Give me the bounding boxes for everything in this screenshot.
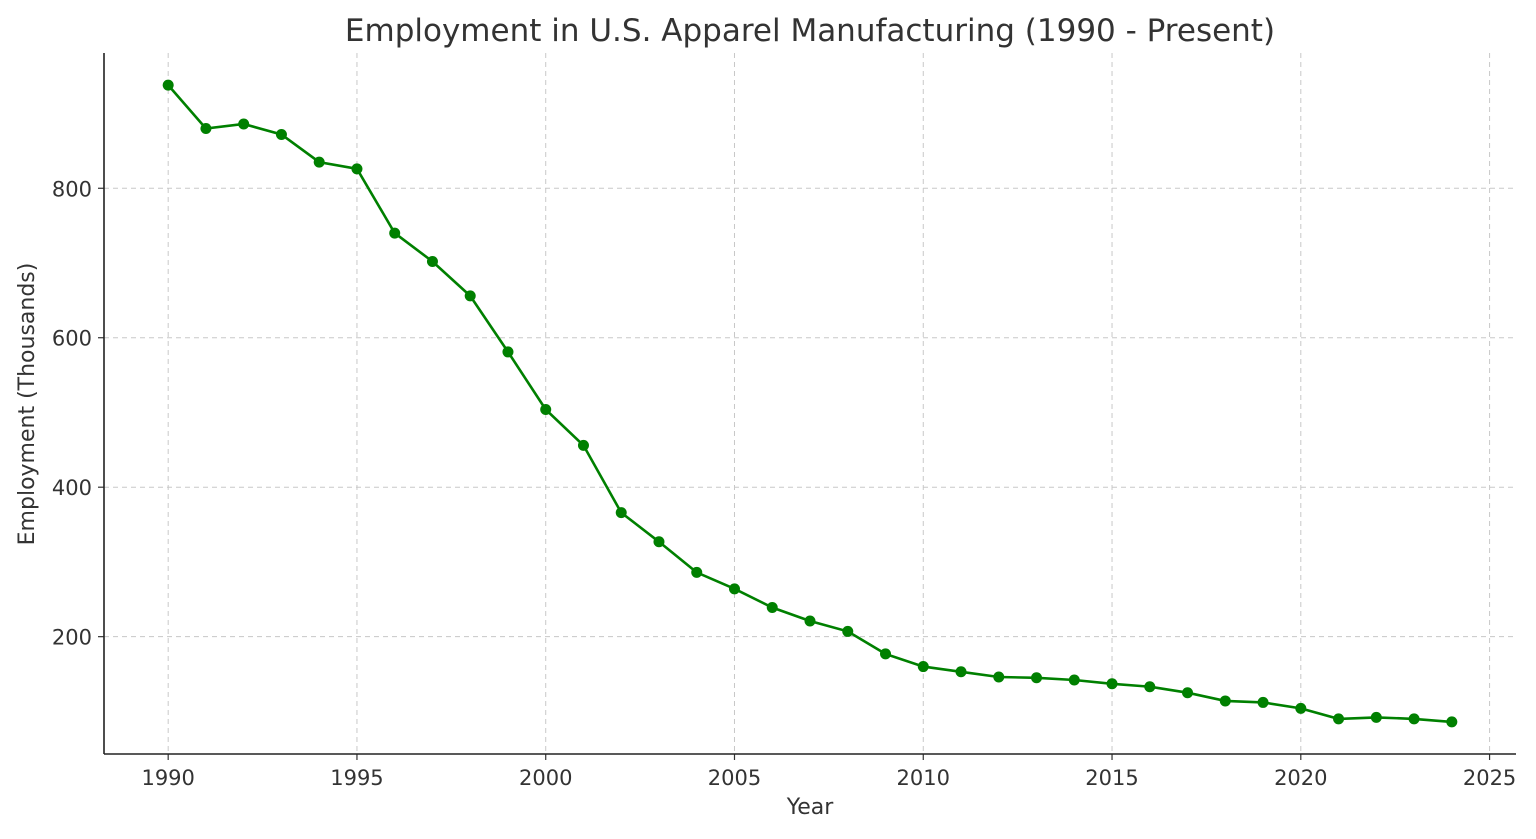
data-point — [464, 290, 476, 302]
data-point — [200, 122, 212, 134]
x-tick-label: 2005 — [708, 766, 761, 790]
data-point — [1408, 713, 1420, 725]
y-tick-label: 200 — [52, 626, 92, 650]
data-point — [691, 566, 703, 578]
data-point — [313, 156, 325, 168]
series-employment — [162, 79, 1458, 728]
data-point — [1257, 696, 1269, 708]
axes — [98, 53, 1516, 760]
data-point — [1219, 695, 1231, 707]
data-point — [653, 536, 665, 548]
data-point — [1370, 711, 1382, 723]
x-tick-label: 1990 — [141, 766, 194, 790]
data-point — [615, 507, 627, 519]
data-point — [426, 256, 438, 268]
data-point — [1333, 713, 1345, 725]
data-point — [540, 403, 552, 415]
x-tick-label: 2020 — [1274, 766, 1327, 790]
x-tick-label: 2010 — [897, 766, 950, 790]
data-point — [1295, 702, 1307, 714]
data-point — [842, 625, 854, 637]
data-point — [1031, 672, 1043, 684]
chart-title: Employment in U.S. Apparel Manufacturing… — [345, 13, 1275, 49]
data-point — [238, 118, 250, 130]
data-point — [766, 602, 778, 614]
data-point — [1182, 687, 1194, 699]
data-point — [389, 227, 401, 239]
x-tick-label: 2025 — [1463, 766, 1516, 790]
data-point — [880, 648, 892, 660]
tick-labels: 1990 1995 2000 2005 2010 2015 2020 2025 200 400 60… — [52, 177, 1516, 790]
y-axis-label: Employment (Thousands) — [15, 263, 40, 546]
data-point — [351, 163, 363, 175]
data-point — [275, 128, 287, 140]
data-point — [955, 666, 967, 678]
x-tick-label: 1995 — [330, 766, 383, 790]
data-point — [993, 671, 1005, 683]
data-point — [1106, 678, 1118, 690]
y-tick-label: 800 — [52, 177, 92, 201]
data-point — [728, 583, 740, 595]
x-axis-label: Year — [786, 795, 835, 820]
y-tick-label: 400 — [52, 476, 92, 500]
data-point — [162, 79, 174, 91]
data-point — [804, 615, 816, 627]
data-point — [1144, 681, 1156, 693]
grid — [104, 53, 1516, 754]
data-point — [502, 346, 514, 358]
y-tick-label: 600 — [52, 327, 92, 351]
x-tick-label: 2000 — [519, 766, 572, 790]
data-point — [917, 661, 929, 673]
data-point — [1446, 716, 1458, 728]
data-point — [577, 439, 589, 451]
x-tick-label: 2015 — [1085, 766, 1138, 790]
data-point — [1068, 674, 1080, 686]
